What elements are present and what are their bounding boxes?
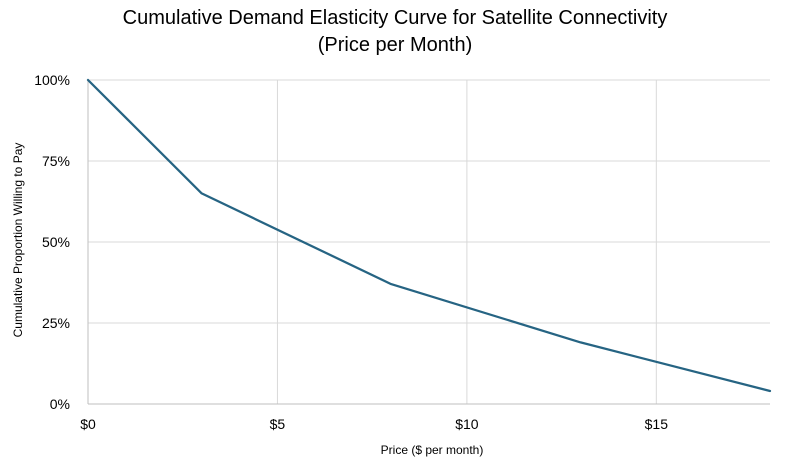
y-tick-label: 50% bbox=[42, 234, 70, 250]
chart-title-line-1: Cumulative Demand Elasticity Curve for S… bbox=[122, 7, 668, 29]
y-tick-label: 75% bbox=[42, 153, 70, 169]
series-line bbox=[86, 78, 772, 393]
y-tick-label: 0% bbox=[50, 396, 70, 412]
x-tick-label: $15 bbox=[645, 416, 669, 432]
y-tick-label: 100% bbox=[34, 72, 70, 88]
y-tick-label: 25% bbox=[42, 315, 70, 331]
chart-title-line-2: (Price per Month) bbox=[317, 34, 473, 56]
x-tick-label: $10 bbox=[455, 416, 479, 432]
x-tick-label: $0 bbox=[80, 416, 96, 432]
x-tick-label: $5 bbox=[270, 416, 286, 432]
x-axis-label: Price ($ per month) bbox=[380, 443, 484, 457]
